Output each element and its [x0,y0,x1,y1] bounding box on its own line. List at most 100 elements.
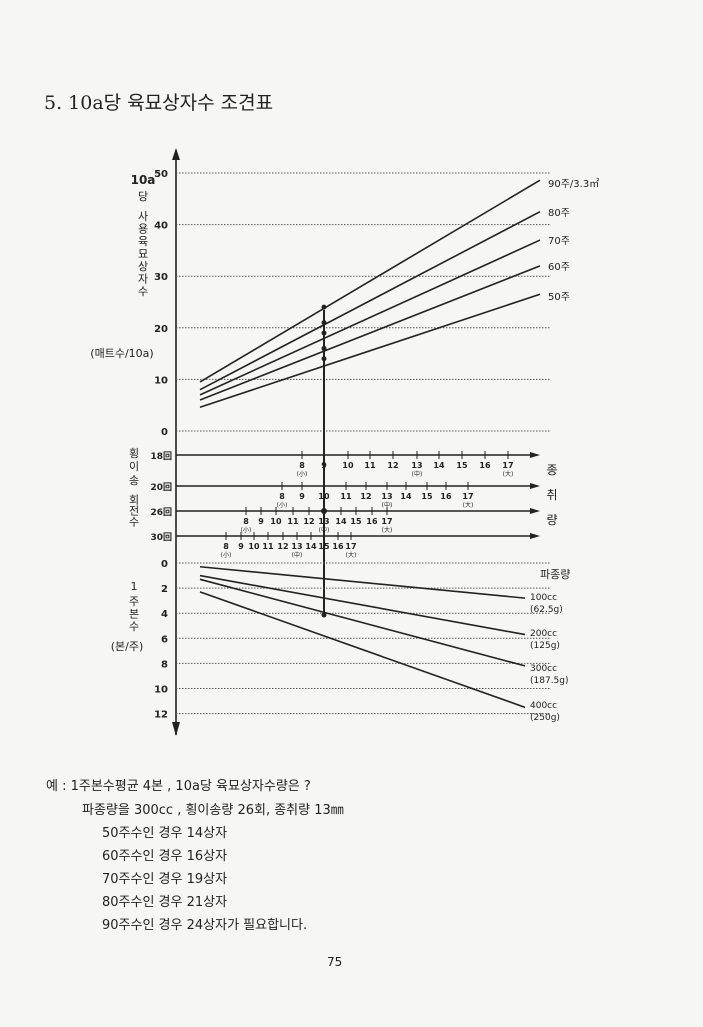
arrow-right-icon [530,452,540,458]
row-label: 18回 [150,451,172,462]
axis-arrow-down [172,722,180,736]
y-axis-label-char: 주 [129,595,139,608]
scale-tick-label: 11 [340,492,352,501]
scale-tick-label: 8 [299,461,305,470]
size-mark: (小) [297,470,308,478]
scale-tick-label: 17 [381,517,392,526]
scale-tick-label: 12 [303,517,314,526]
y-axis-label-char: 묘 [138,248,148,261]
scale-tick-label: 8 [279,492,285,501]
right-label-char: 량 [546,513,557,527]
scale-tick-label: 11 [262,542,274,551]
page-title: 5. 10a당 육묘상자수 조견표 [44,92,274,114]
y-axis-label: 당 [138,190,148,203]
size-mark: (中) [382,501,393,509]
y-axis-unit: (본/주) [111,640,144,653]
scale-tick-label: 15 [456,461,468,470]
y-tick-label: 4 [161,609,168,620]
y-tick-label: 50 [154,169,168,180]
example-result: 60주수인 경우 16상자 [102,849,228,864]
scale-tick-label: 14 [400,492,412,501]
arrow-right-icon [530,533,540,539]
y-tick-label: 10 [154,685,168,696]
series-label: 50주 [548,292,570,303]
y-tick-label: 6 [161,634,168,645]
size-mark: (中) [412,470,423,478]
series-sublabel: (62.5g) [530,605,563,615]
scale-tick-label: 10 [318,492,330,501]
series-label: 400cc [530,701,557,711]
y-axis-label: 이 [129,460,139,473]
size-mark: (中) [292,551,303,559]
scale-tick-label: 8 [223,542,229,551]
y-tick-label: 12 [154,710,168,721]
right-label-char: 취 [546,488,557,502]
scale-tick-label: 12 [277,542,288,551]
row-label: 30回 [150,532,172,543]
turning-rotation-label: 회전수 [127,494,140,527]
example-result: 80주수인 경우 21상자 [102,895,228,910]
series-label: 300cc [530,664,557,674]
scale-tick-label: 12 [360,492,371,501]
y-tick-label: 0 [161,427,168,438]
size-mark: (小) [221,551,232,559]
scale-tick-label: 13 [291,542,302,551]
scale-tick-label: 9 [321,461,327,470]
series-sublabel: (187.5g) [530,676,569,686]
scale-tick-label: 9 [258,517,264,526]
series-line [199,578,526,667]
y-axis-label: 1 [131,580,138,593]
scale-tick-label: 13 [411,461,422,470]
scale-tick-label: 16 [440,492,452,501]
example-result: 70주수인 경우 19상자 [102,872,228,887]
example-result: 90주수인 경우 24상자가 필요합니다. [102,918,308,933]
y-axis-label-char: 육 [138,235,148,248]
page-number: 75 [327,955,343,969]
row-label: 20回 [150,482,172,493]
example-conditions: 파종량을 300cc , 횡이송량 26회, 종취량 13㎜ [82,803,344,818]
size-mark: (小) [241,526,252,534]
scale-tick-label: 17 [462,492,473,501]
scale-tick-label: 10 [342,461,354,470]
y-tick-label: 0 [161,559,168,570]
size-mark: (大) [463,501,474,509]
scale-tick-label: 17 [345,542,356,551]
axis-arrow-up [172,148,180,160]
y-tick-label: 20 [154,324,168,335]
scale-tick-label: 14 [305,542,317,551]
y-axis-label: 10a [131,173,156,187]
scale-tick-label: 12 [387,461,398,470]
series-line [199,179,541,383]
reading-point [321,612,327,618]
y-axis-label-char: 본 [129,608,139,621]
series-label: 60주 [548,262,570,273]
y-axis-label-char: 수 [138,285,148,298]
scale-tick-label: 10 [270,517,282,526]
size-mark: (大) [382,526,393,534]
reading-point [321,320,327,326]
scale-tick-label: 14 [433,461,445,470]
y-axis-label: 송 [129,474,139,487]
scale-tick-label: 15 [421,492,433,501]
size-mark: (小) [277,501,288,509]
scale-tick-label: 11 [287,517,299,526]
right-label-char: 종 [546,463,557,477]
y-axis-label-char: 수 [129,620,139,633]
y-axis-unit: (매트수/10a) [90,347,153,360]
series-sublabel: (250g) [530,713,560,723]
y-tick-label: 8 [161,659,168,670]
scale-tick-label: 16 [479,461,491,470]
series-line [199,210,541,391]
series-line [199,591,526,709]
y-axis-label-char: 용 [138,223,148,236]
scale-tick-label: 9 [299,492,305,501]
scale-tick-label: 8 [243,517,249,526]
y-tick-label: 40 [154,221,168,232]
scale-tick-label: 15 [318,542,330,551]
scale-tick-label: 13 [318,517,329,526]
series-label: 200cc [530,629,557,639]
y-axis-label-char: 상 [138,260,148,273]
series-label: 80주 [548,208,570,219]
